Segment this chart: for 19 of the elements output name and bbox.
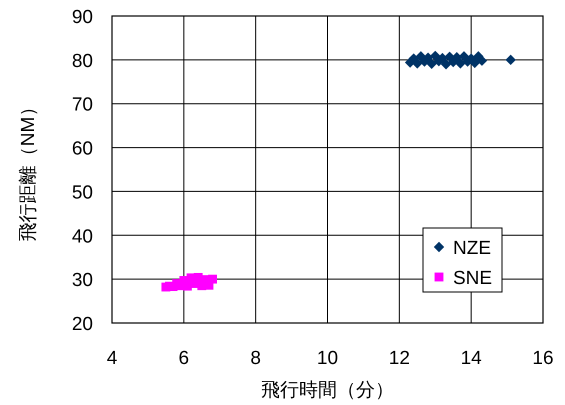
y-tick-label: 20 xyxy=(72,314,93,335)
x-tick-label: 12 xyxy=(388,348,410,369)
x-tick-label: 8 xyxy=(250,348,261,369)
legend-label: NZE xyxy=(453,238,491,259)
y-tick-label: 50 xyxy=(72,182,93,204)
y-tick-label: 30 xyxy=(72,270,93,292)
legend-label: SNE xyxy=(453,268,492,289)
y-axis-title: 飛行距離（NM） xyxy=(18,98,39,242)
x-tick-label: 16 xyxy=(532,348,554,369)
y-tick-label: 90 xyxy=(72,7,93,28)
x-tick-label: 6 xyxy=(178,348,190,369)
y-tick-label: 60 xyxy=(72,138,93,160)
x-tick-label: 4 xyxy=(106,348,118,369)
y-tick-label: 70 xyxy=(72,94,93,116)
y-tick-label: 40 xyxy=(72,226,93,248)
x-tick-label: 10 xyxy=(316,348,338,369)
x-axis-title: 飛行時間（分） xyxy=(261,380,394,401)
x-tick-label: 14 xyxy=(460,348,482,369)
y-tick-label: 80 xyxy=(72,50,93,72)
